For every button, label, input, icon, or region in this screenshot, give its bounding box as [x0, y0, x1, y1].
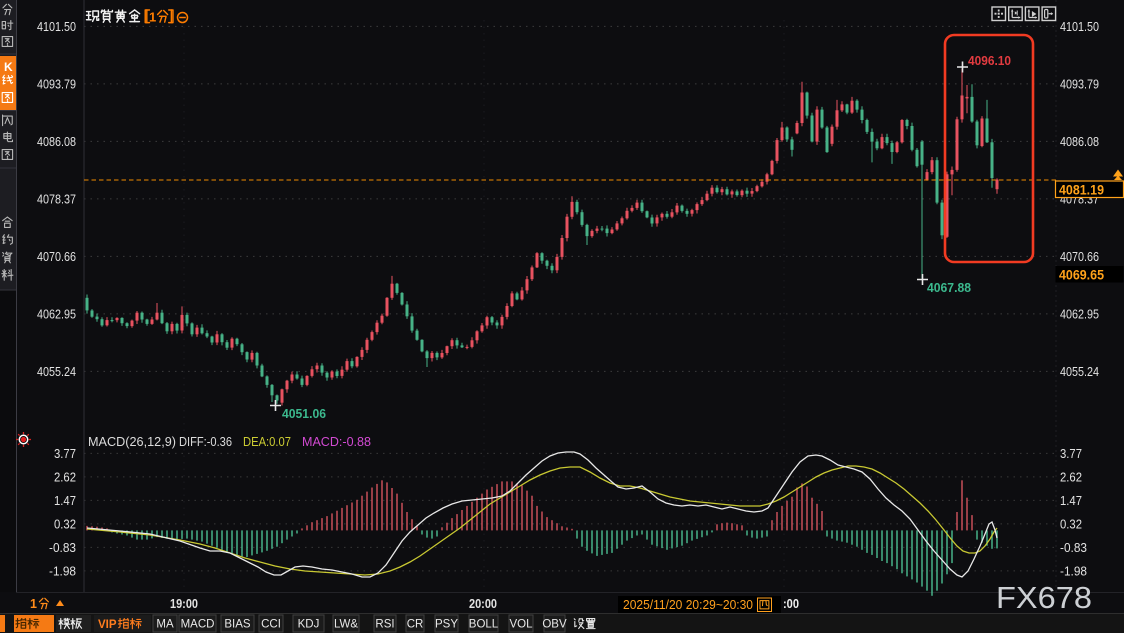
svg-text:4078.37: 4078.37 [37, 192, 76, 206]
svg-text:CR: CR [407, 619, 424, 631]
svg-text:-1.98: -1.98 [49, 564, 76, 578]
svg-text::00: :00 [783, 597, 799, 611]
svg-text:4055.24: 4055.24 [1060, 365, 1099, 379]
svg-text:4086.08: 4086.08 [1060, 135, 1099, 149]
svg-text:LW&: LW& [334, 619, 358, 631]
svg-text:4101.50: 4101.50 [37, 20, 76, 34]
svg-text:1.47: 1.47 [1060, 494, 1082, 508]
svg-text:1.47: 1.47 [54, 494, 76, 508]
svg-text:4101.50: 4101.50 [1060, 20, 1099, 34]
svg-text:FX678: FX678 [996, 580, 1092, 615]
svg-text:RSI: RSI [375, 619, 394, 631]
svg-text:19:00: 19:00 [170, 597, 198, 611]
svg-text:3.77: 3.77 [54, 447, 76, 461]
svg-text:3.77: 3.77 [1060, 447, 1082, 461]
svg-text:MACD(26,12,9): MACD(26,12,9) [88, 435, 176, 449]
svg-text:MACD: MACD [181, 619, 215, 631]
svg-text:-1.98: -1.98 [1060, 564, 1087, 578]
svg-text:4067.88: 4067.88 [927, 280, 971, 295]
svg-text:4070.66: 4070.66 [37, 250, 76, 264]
svg-text:4086.08: 4086.08 [37, 135, 76, 149]
svg-text:4081.19: 4081.19 [1059, 183, 1104, 198]
svg-text:1: 1 [30, 597, 37, 611]
svg-text:0.32: 0.32 [1060, 517, 1082, 531]
svg-text:1: 1 [149, 10, 156, 25]
svg-text:4093.79: 4093.79 [37, 77, 76, 91]
svg-text:MA: MA [156, 619, 174, 631]
svg-text:0.32: 0.32 [54, 517, 76, 531]
svg-text:20:00: 20:00 [469, 597, 497, 611]
svg-text:4093.79: 4093.79 [1060, 77, 1099, 91]
svg-text:2.62: 2.62 [54, 470, 76, 484]
svg-text:4070.66: 4070.66 [1060, 250, 1099, 264]
svg-text:4069.65: 4069.65 [1059, 268, 1104, 283]
svg-text:OBV: OBV [542, 619, 567, 631]
svg-text:BOLL: BOLL [469, 619, 499, 631]
svg-text:4096.10: 4096.10 [968, 53, 1011, 68]
svg-text:KDJ: KDJ [298, 619, 320, 631]
svg-text:2.62: 2.62 [1060, 470, 1082, 484]
svg-text:VOL: VOL [509, 619, 533, 631]
svg-text:DIFF:-0.36: DIFF:-0.36 [179, 435, 232, 449]
svg-text:4062.95: 4062.95 [1060, 307, 1099, 321]
svg-text:4055.24: 4055.24 [37, 365, 76, 379]
svg-text:2025/11/20 20:29~20:30: 2025/11/20 20:29~20:30 [623, 598, 753, 612]
svg-text:DEA:0.07: DEA:0.07 [243, 435, 291, 449]
svg-text:MACD:-0.88: MACD:-0.88 [302, 435, 371, 449]
svg-text:BIAS: BIAS [224, 619, 251, 631]
svg-text:4062.95: 4062.95 [37, 307, 76, 321]
svg-text:-0.83: -0.83 [49, 541, 76, 555]
svg-text:4051.06: 4051.06 [282, 406, 326, 421]
svg-text:PSY: PSY [435, 619, 458, 631]
svg-text:K: K [4, 60, 13, 74]
svg-text:VIP: VIP [98, 619, 117, 631]
svg-text:-0.83: -0.83 [1060, 541, 1087, 555]
svg-text:CCI: CCI [261, 619, 281, 631]
